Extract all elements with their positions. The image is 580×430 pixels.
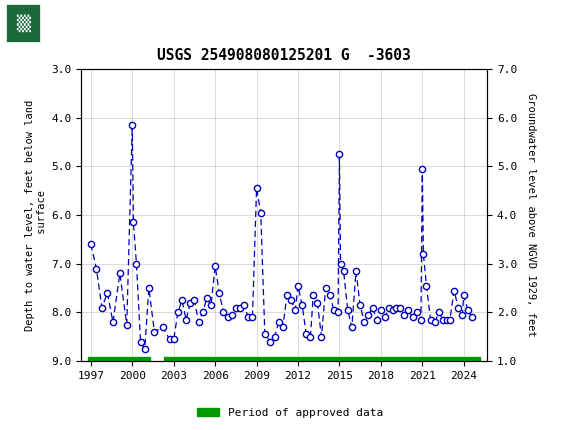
Title: USGS 254908080125201 G  -3603: USGS 254908080125201 G -3603 — [157, 49, 411, 64]
FancyBboxPatch shape — [6, 3, 81, 42]
FancyBboxPatch shape — [6, 3, 39, 42]
Y-axis label: Depth to water level, feet below land
 surface: Depth to water level, feet below land su… — [26, 99, 47, 331]
Text: ▒: ▒ — [16, 14, 30, 31]
Y-axis label: Groundwater level above NGVD 1929, feet: Groundwater level above NGVD 1929, feet — [525, 93, 535, 337]
Text: USGS: USGS — [48, 15, 94, 30]
Legend: Period of approved data: Period of approved data — [193, 403, 387, 422]
